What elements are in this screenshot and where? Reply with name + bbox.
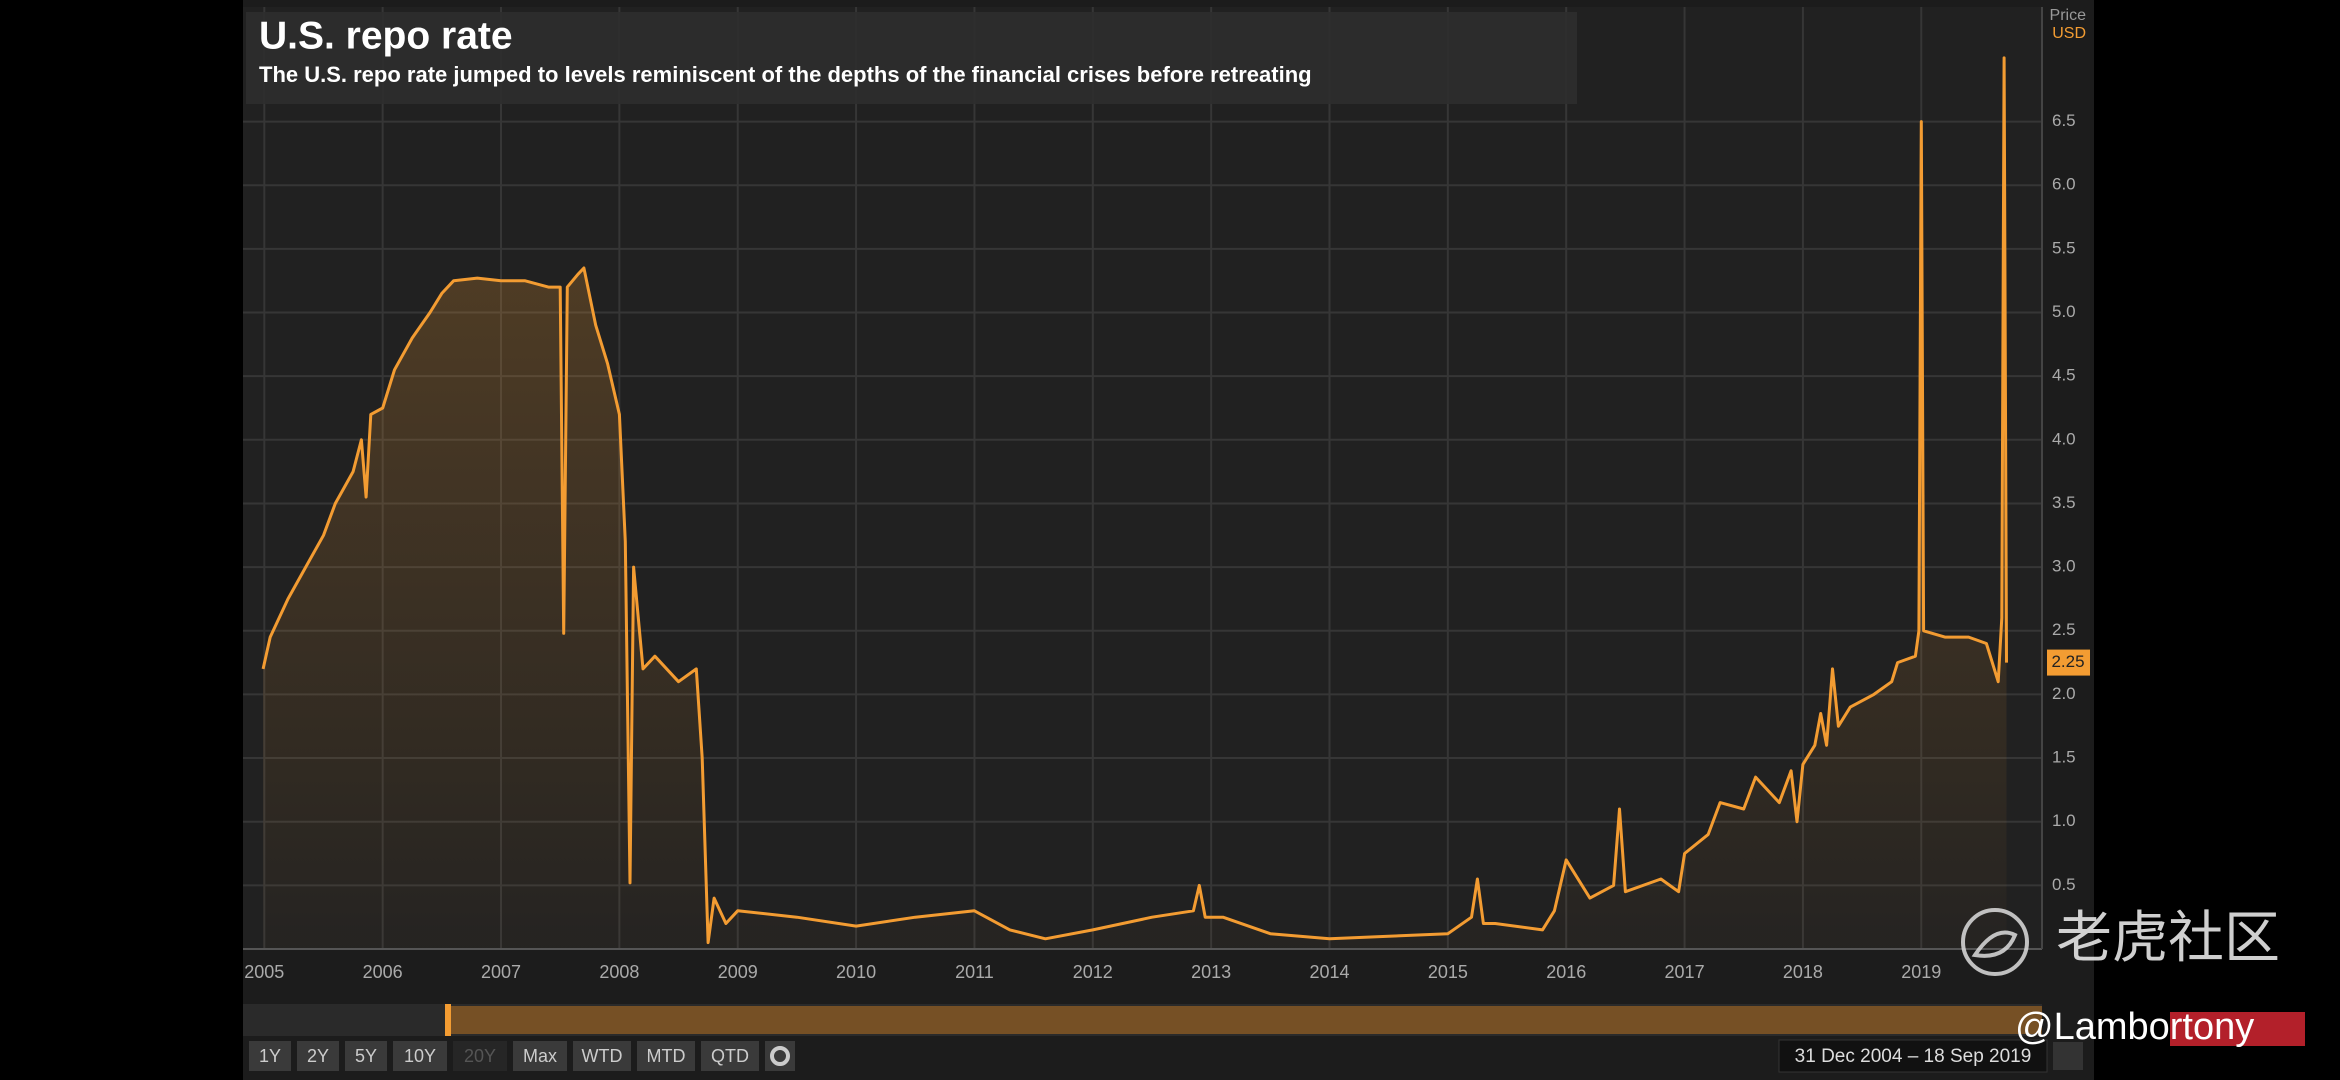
y-tick-label: 5.5 [2052,238,2076,257]
last-value-label: 2.25 [2051,652,2084,671]
y-tick-label: 6.5 [2052,111,2076,130]
range-button-label: 1Y [259,1046,281,1066]
watermark-icon [1961,908,2029,976]
y-tick-label: 1.0 [2052,811,2076,830]
marks [261,56,2008,949]
navigator-handle[interactable] [445,1004,451,1036]
range-button-label: QTD [711,1046,749,1066]
range-button-label: 20Y [464,1046,496,1066]
last-value-tag [2047,649,2090,676]
range-button-label: Max [523,1046,557,1066]
watermark-handle: @Lambortony [2015,1006,2254,1048]
date-range-box[interactable] [1778,1039,2048,1073]
y-tick-label: 6.0 [2052,175,2076,194]
x-tick-label: 2006 [363,962,403,982]
range-button[interactable] [249,1041,291,1071]
navigator-range[interactable] [448,1006,2042,1034]
range-button[interactable] [345,1041,387,1071]
range-button-label: 5Y [355,1046,377,1066]
y-tick-label: 0.5 [2052,875,2076,894]
range-button[interactable] [701,1041,759,1071]
y-tick-label: 4.5 [2052,366,2076,385]
x-tick-label: 2012 [1073,962,1113,982]
y-tick-label: 3.0 [2052,557,2076,576]
range-button[interactable] [513,1041,567,1071]
range-button-label: WTD [582,1046,623,1066]
x-tick-label: 2017 [1665,962,1705,982]
y-tick-label: 3.5 [2052,493,2076,512]
y-tick-label: 2.0 [2052,684,2076,703]
range-button-label: 2Y [307,1046,329,1066]
x-tick-label: 2009 [718,962,758,982]
x-tick-label: 2005 [244,962,284,982]
chart-subtitle: The U.S. repo rate jumped to levels remi… [259,62,1312,87]
x-tick-label: 2014 [1309,962,1349,982]
x-tick-label: 2015 [1428,962,1468,982]
x-tick-label: 2008 [599,962,639,982]
y-tick-label: 4.0 [2052,429,2076,448]
y-axis-unit: USD [2052,25,2086,42]
range-button[interactable] [573,1041,631,1071]
controls: 1Y 2Y 5Y 10Y 20Y Max WTD MTD QTD [249,1041,795,1071]
y-tick-label: 1.5 [2052,748,2076,767]
settings-icon [770,1046,790,1066]
x-tick-label: 2016 [1546,962,1586,982]
x-tick-label: 2013 [1191,962,1231,982]
chart-title: U.S. repo rate [259,14,513,57]
labels: 0.5 1.0 1.5 2.0 2.5 3.0 3.5 4.0 4.5 5.0 5.5 6.0 6.5 2… [244,111,2090,982]
watermark-brand: 老虎社区 [2056,906,2280,969]
y-tick-label: 2.5 [2052,620,2076,639]
y-tick-label: 5.0 [2052,302,2076,321]
date-range: 31 Dec 2004 – 18 Sep 2019 [1795,1046,2032,1067]
series-line [261,56,2008,945]
range-button[interactable] [297,1041,339,1071]
title-box [246,12,1577,104]
y-axis-label: Price [2050,7,2087,24]
range-button[interactable] [637,1041,695,1071]
range-button-label: MTD [647,1046,686,1066]
x-tick-label: 2010 [836,962,876,982]
settings-button[interactable] [765,1041,795,1071]
watermark-icon-detail [1971,930,2018,958]
range-button[interactable] [393,1041,447,1071]
range-button[interactable] [453,1041,507,1071]
x-tick-label: 2011 [955,962,994,982]
x-tick-label: 2007 [481,962,521,982]
range-button-label: 10Y [404,1046,436,1066]
x-tick-label: 2018 [1783,962,1823,982]
x-tick-label: 2019 [1901,962,1941,982]
calendar-icon[interactable] [2053,1042,2083,1070]
watermark-badge [2170,1012,2305,1046]
